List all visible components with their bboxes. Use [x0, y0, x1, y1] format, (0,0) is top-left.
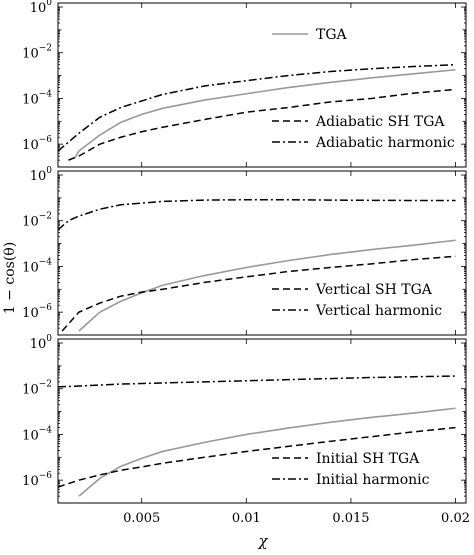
y-axis-label: 1 − cos(θ)	[2, 242, 18, 314]
legend-label: Initial harmonic	[316, 472, 430, 488]
legend-label: TGA	[316, 27, 348, 43]
series-line-initial-sh-tga	[58, 426, 456, 488]
legend-label: Initial SH TGA	[316, 451, 420, 467]
legend-label: Adiabatic SH TGA	[315, 114, 445, 130]
legend-label: Adiabatic harmonic	[315, 135, 455, 151]
y-tick-label: 10−2	[22, 212, 52, 230]
y-tick-label: 10−6	[22, 471, 52, 489]
series-line-tga	[78, 239, 456, 332]
series-line-vertical-harmonic	[58, 198, 456, 231]
series-line-tga	[74, 68, 456, 159]
panel-3: 100 10−2 10−4 10−6 0.005 0.01 0.015 0.02 Initial…	[22, 334, 470, 526]
y-tick-label: 10−4	[22, 257, 52, 275]
y-tick-label: 100	[30, 0, 53, 16]
y-tick-label: 10−2	[22, 44, 52, 62]
y-tick-label: 10−4	[22, 425, 52, 443]
series-line-tga	[78, 407, 456, 497]
y-tick-label: 100	[30, 166, 53, 184]
y-tick-label: 100	[30, 334, 53, 352]
legend-label: Vertical harmonic	[315, 303, 442, 319]
y-tick-label: 10−6	[22, 135, 52, 153]
x-tick-label: 0.015	[332, 511, 369, 526]
panel-1: 100 10−2 10−4 10−6 TGA Adiabatic SH TGA Adiaba…	[22, 0, 467, 168]
panel-2: 100 10−2 10−4 10−6 Vertical SH TGA Vertical h…	[22, 166, 467, 336]
legend-label: Vertical SH TGA	[315, 282, 433, 298]
y-tick-label: 10−6	[22, 303, 52, 321]
x-axis-label: χ	[257, 532, 268, 550]
x-tick-label: 0.02	[441, 511, 470, 526]
x-tick-label: 0.005	[123, 511, 160, 526]
series-line-adiabatic-harmonic	[58, 63, 456, 152]
y-tick-label: 10−2	[22, 380, 52, 398]
x-tick-label: 0.01	[232, 511, 261, 526]
series-line-initial-harmonic	[58, 375, 456, 388]
y-tick-label: 10−4	[22, 89, 52, 107]
series-line-adiabatic-sh-tga	[68, 88, 456, 161]
series-line-vertical-sh-tga	[61, 255, 456, 332]
